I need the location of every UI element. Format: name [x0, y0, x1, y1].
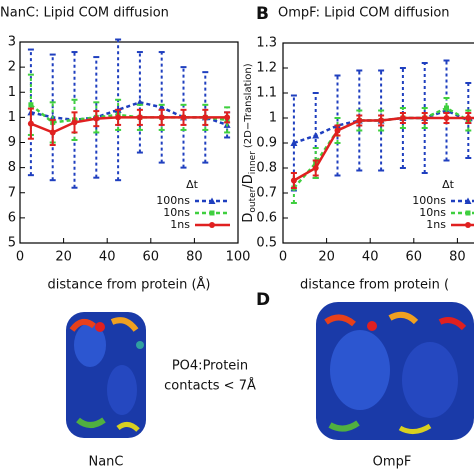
series-line: [30, 116, 228, 134]
chart-title: NanC: Lipid COM diffusion: [0, 6, 169, 21]
y-tick-label: 5: [8, 236, 16, 251]
x-tick-label: 100: [226, 250, 251, 265]
legend-label: 100ns: [156, 194, 190, 207]
y-tick-label: 1.3: [256, 36, 277, 51]
legend-label: 100ns: [412, 194, 446, 207]
chart: NanC: Lipid COM diffusion 3 2 1 1 9 8 7 6 50 20 40 6…: [0, 6, 250, 293]
point: [28, 102, 34, 108]
point: [115, 114, 122, 121]
legend-marker: [465, 222, 471, 228]
y-tick-label: 2: [8, 60, 16, 75]
point: [290, 139, 298, 146]
y-axis-label-part: inner: [248, 151, 258, 174]
point: [312, 132, 320, 139]
legend-marker: [464, 197, 472, 204]
y-tick-label: 0.7: [256, 186, 277, 201]
legend-marker: [209, 222, 215, 228]
y-axis-label-part: D: [241, 213, 256, 223]
y-tick-label: 1: [8, 110, 16, 125]
point: [465, 115, 472, 121]
point: [443, 115, 450, 121]
point: [180, 114, 187, 121]
point: [378, 117, 385, 124]
legend-title: Δt: [442, 178, 455, 191]
point: [421, 115, 428, 121]
x-axis-label: distance from protein (Å): [48, 277, 211, 293]
y-tick-label: 1: [8, 85, 16, 100]
point: [290, 177, 297, 184]
x-tick-label: 60: [143, 250, 160, 265]
point: [158, 103, 166, 111]
x-tick-label: 0: [16, 250, 24, 265]
series-line: [293, 116, 474, 182]
legend-marker: [209, 210, 215, 216]
legend-title: Δt: [186, 178, 199, 191]
structure-label: OmpF: [373, 455, 412, 470]
x-tick-label: 20: [318, 250, 335, 265]
point: [202, 114, 209, 121]
structure-label: NanC: [88, 455, 123, 470]
y-tick-label: 8: [8, 160, 16, 175]
x-tick-label: 40: [362, 250, 379, 265]
legend-marker: [465, 210, 471, 216]
series-line: [30, 103, 228, 124]
point: [136, 114, 143, 121]
panel-label: B: [256, 4, 269, 24]
x-tick-label: 80: [449, 250, 466, 265]
y-axis-label: Douter/Dinner (2D−Translation): [241, 63, 258, 222]
annotation: contacts < 7Å: [164, 378, 256, 394]
y-tick-label: 0.8: [256, 161, 277, 176]
chart-title: OmpF: Lipid COM diffusion: [278, 6, 450, 21]
x-tick-label: 40: [99, 250, 116, 265]
y-axis-label-part: /D: [241, 174, 256, 188]
point: [71, 119, 78, 126]
point: [224, 114, 231, 121]
point: [93, 115, 100, 122]
y-tick-label: 9: [8, 135, 16, 150]
x-axis-label: distance from protein (: [300, 278, 449, 293]
y-tick-label: 0.9: [256, 136, 277, 151]
y-tick-label: 7: [8, 185, 16, 200]
y-tick-label: 1: [269, 111, 277, 126]
point: [334, 127, 341, 134]
y-axis-label-part: (2D−Translation): [243, 63, 254, 148]
x-tick-label: 0: [279, 250, 287, 265]
legend-label: 10ns: [163, 206, 190, 219]
y-tick-label: 3: [8, 35, 16, 50]
x-tick-label: 60: [406, 250, 423, 265]
legend-marker: [208, 197, 216, 204]
x-tick-label: 20: [55, 250, 72, 265]
point: [312, 165, 319, 171]
y-axis-label-part: outer: [248, 188, 258, 212]
annotation: PO4:Protein: [172, 359, 248, 374]
point: [136, 98, 144, 106]
y-tick-label: 1.1: [256, 86, 277, 101]
point: [158, 114, 165, 121]
y-tick-label: 6: [8, 210, 16, 225]
legend-label: 1ns: [170, 218, 190, 231]
point: [49, 129, 56, 136]
y-tick-label: 1.2: [256, 61, 277, 76]
point: [356, 117, 363, 124]
x-tick-label: 80: [186, 250, 203, 265]
y-tick-label: 0.5: [256, 236, 277, 251]
legend-label: 10ns: [419, 206, 446, 219]
legend-label: 1ns: [426, 218, 446, 231]
panel-label: D: [256, 290, 270, 310]
y-tick-label: 0.6: [256, 211, 277, 226]
nanc-structure: [66, 312, 146, 438]
point: [27, 120, 34, 127]
point: [399, 115, 406, 121]
ompf-structure: [316, 302, 474, 440]
point: [444, 105, 449, 111]
